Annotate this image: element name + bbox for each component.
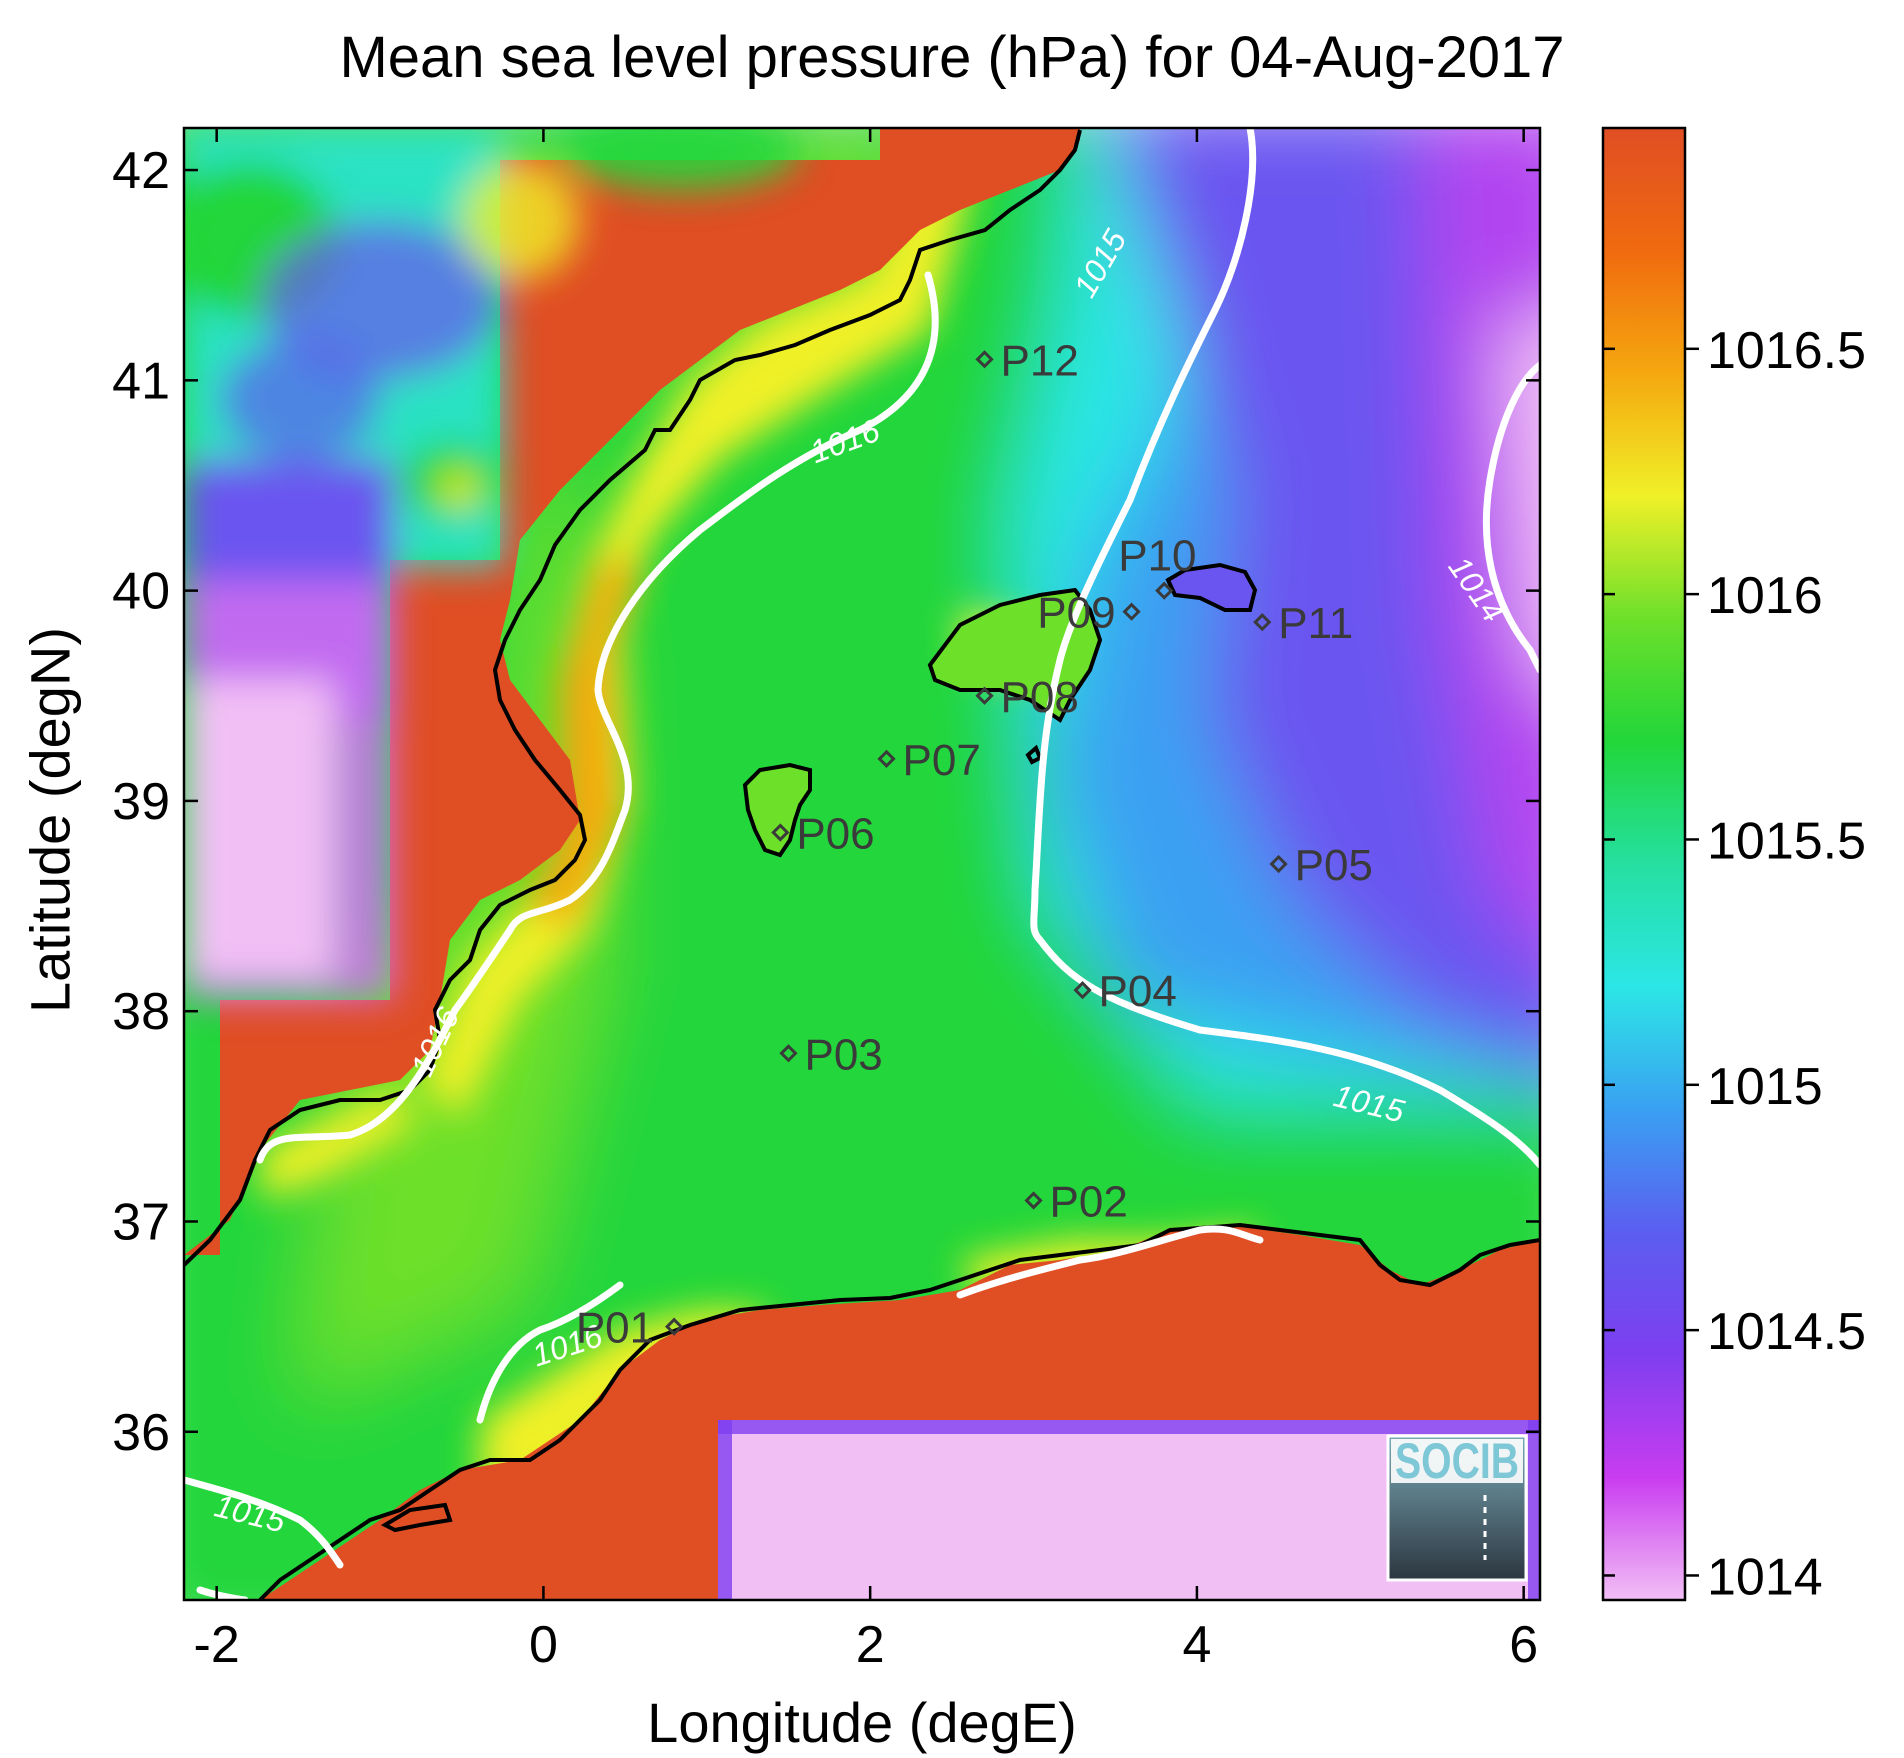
chart-title: Mean sea level pressure (hPa) for 04-Aug… xyxy=(339,25,1565,90)
station-marker xyxy=(1269,854,1288,874)
station-p11[interactable]: P11 xyxy=(1253,599,1353,648)
colorbar-tick-label: 1016.5 xyxy=(1707,322,1866,380)
colorbar-tick-label: 1015.5 xyxy=(1707,812,1866,870)
x-tick-label: 6 xyxy=(1509,1616,1538,1674)
y-tick-label: 37 xyxy=(112,1193,170,1251)
station-label: P12 xyxy=(1001,336,1079,385)
socib-logo: SOCIB xyxy=(1386,1433,1528,1582)
colorbar-tick-label: 1015 xyxy=(1707,1058,1823,1116)
x-axis-ticks: -2 0 2 4 6 xyxy=(194,128,1538,1674)
station-marker xyxy=(664,1317,684,1336)
station-marker xyxy=(1122,602,1141,621)
station-p01[interactable]: P01 xyxy=(576,1304,684,1353)
colorbar-ticks: 1014 1014.5 1015 1015.5 1016 1016.5 xyxy=(1603,322,1866,1606)
station-p10[interactable]: P10 xyxy=(1118,532,1197,600)
y-tick-label: 42 xyxy=(112,142,170,200)
station-label: P01 xyxy=(576,1304,654,1353)
isobars xyxy=(184,128,1540,1600)
station-p05[interactable]: P05 xyxy=(1269,841,1373,890)
station-label: P08 xyxy=(1001,673,1079,722)
station-marker xyxy=(1155,581,1174,600)
station-label: P02 xyxy=(1050,1177,1128,1226)
y-tick-label: 38 xyxy=(112,983,170,1041)
colorbar-tick-label: 1016 xyxy=(1707,567,1823,625)
station-marker xyxy=(975,350,994,369)
logo-text: SOCIB xyxy=(1395,1433,1519,1489)
station-p08[interactable]: P08 xyxy=(975,673,1079,722)
y-axis-ticks: 36 37 38 39 40 41 42 xyxy=(112,142,1540,1462)
station-label: P03 xyxy=(804,1030,882,1079)
station-label: P07 xyxy=(903,736,981,785)
station-p09[interactable]: P09 xyxy=(1037,589,1141,638)
y-tick-label: 39 xyxy=(112,773,170,831)
y-tick-label: 40 xyxy=(112,563,170,621)
colorbar xyxy=(1603,128,1685,1600)
station-label: P10 xyxy=(1118,532,1196,581)
station-marker xyxy=(1253,613,1272,632)
station-marker xyxy=(975,686,994,705)
y-tick-label: 41 xyxy=(112,352,170,410)
land-iberia xyxy=(184,128,1080,1255)
station-p02[interactable]: P02 xyxy=(1024,1177,1128,1226)
station-marker xyxy=(1073,981,1092,1000)
station-p06[interactable]: P06 xyxy=(771,809,875,858)
station-marker xyxy=(779,1044,798,1063)
x-tick-label: 0 xyxy=(529,1616,558,1674)
x-tick-label: 4 xyxy=(1182,1616,1211,1674)
x-tick-label: 2 xyxy=(856,1616,885,1674)
station-p07[interactable]: P07 xyxy=(877,736,981,785)
station-p12[interactable]: P12 xyxy=(975,336,1079,385)
colorbar-tick-label: 1014.5 xyxy=(1707,1303,1866,1361)
station-label: P06 xyxy=(796,809,874,858)
station-label: P11 xyxy=(1278,599,1353,648)
station-p03[interactable]: P03 xyxy=(779,1030,883,1079)
station-marker xyxy=(877,749,896,768)
x-tick-label: -2 xyxy=(194,1616,240,1674)
station-marker xyxy=(771,823,790,842)
plot-frame xyxy=(182,126,1542,1602)
station-marker xyxy=(1024,1191,1043,1210)
colorbar-tick-label: 1014 xyxy=(1707,1548,1823,1606)
station-label: P09 xyxy=(1037,589,1115,638)
x-axis-label: Longitude (degE) xyxy=(647,1691,1077,1754)
station-label: P05 xyxy=(1295,841,1373,890)
station-label: P04 xyxy=(1099,967,1177,1016)
y-tick-label: 36 xyxy=(112,1404,170,1462)
station-p04[interactable]: P04 xyxy=(1073,967,1177,1016)
